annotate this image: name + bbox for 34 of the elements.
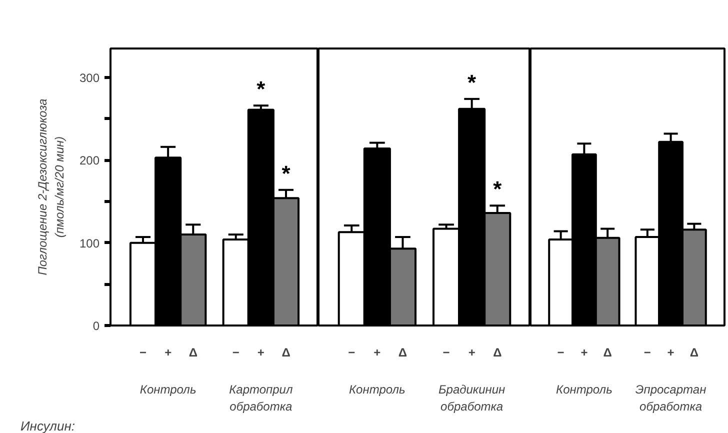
x-tick-label: Брадикинин обработка: [438, 382, 506, 414]
data-label: *: [256, 76, 266, 102]
legend-title: Инсулин:: [20, 418, 76, 433]
series-label: +: [580, 346, 588, 360]
y-tick-label: 100: [79, 236, 100, 250]
text: +: [257, 346, 264, 360]
text: Δ: [493, 346, 502, 360]
text: Δ: [282, 346, 290, 360]
series-label: −: [557, 346, 564, 360]
series-label: +: [164, 346, 172, 360]
series-label: Δ: [188, 346, 198, 360]
text: +: [667, 346, 674, 360]
y-tick-label: 300: [79, 70, 100, 85]
y-tick-label: 0: [92, 319, 100, 333]
data-label: *: [493, 176, 502, 202]
x-tick-label: Картоприл обработка: [229, 382, 293, 414]
series-label: −: [139, 346, 147, 360]
text: Δ: [690, 346, 698, 360]
series-label: −: [348, 346, 356, 360]
text: +: [468, 346, 476, 360]
x-tick-label: Контроль: [140, 382, 196, 396]
y-axis-title: Поглощение 2-Дезоксиглюкоза (пмоль/мг/20 мин): [36, 98, 66, 276]
text: −: [442, 346, 450, 360]
data-label: *: [282, 160, 291, 186]
y-tick-label: 200: [79, 154, 100, 168]
series-label: +: [374, 346, 381, 360]
x-tick-label: Эпросартан обработка: [635, 382, 707, 414]
x-tick-label: Контроль: [348, 382, 406, 396]
x-tick-label: Контроль: [556, 382, 612, 396]
text: −: [232, 346, 240, 360]
data-label: *: [468, 70, 477, 95]
series-label: Δ: [398, 346, 408, 360]
series-label: Δ: [603, 346, 612, 360]
text: −: [644, 346, 651, 360]
